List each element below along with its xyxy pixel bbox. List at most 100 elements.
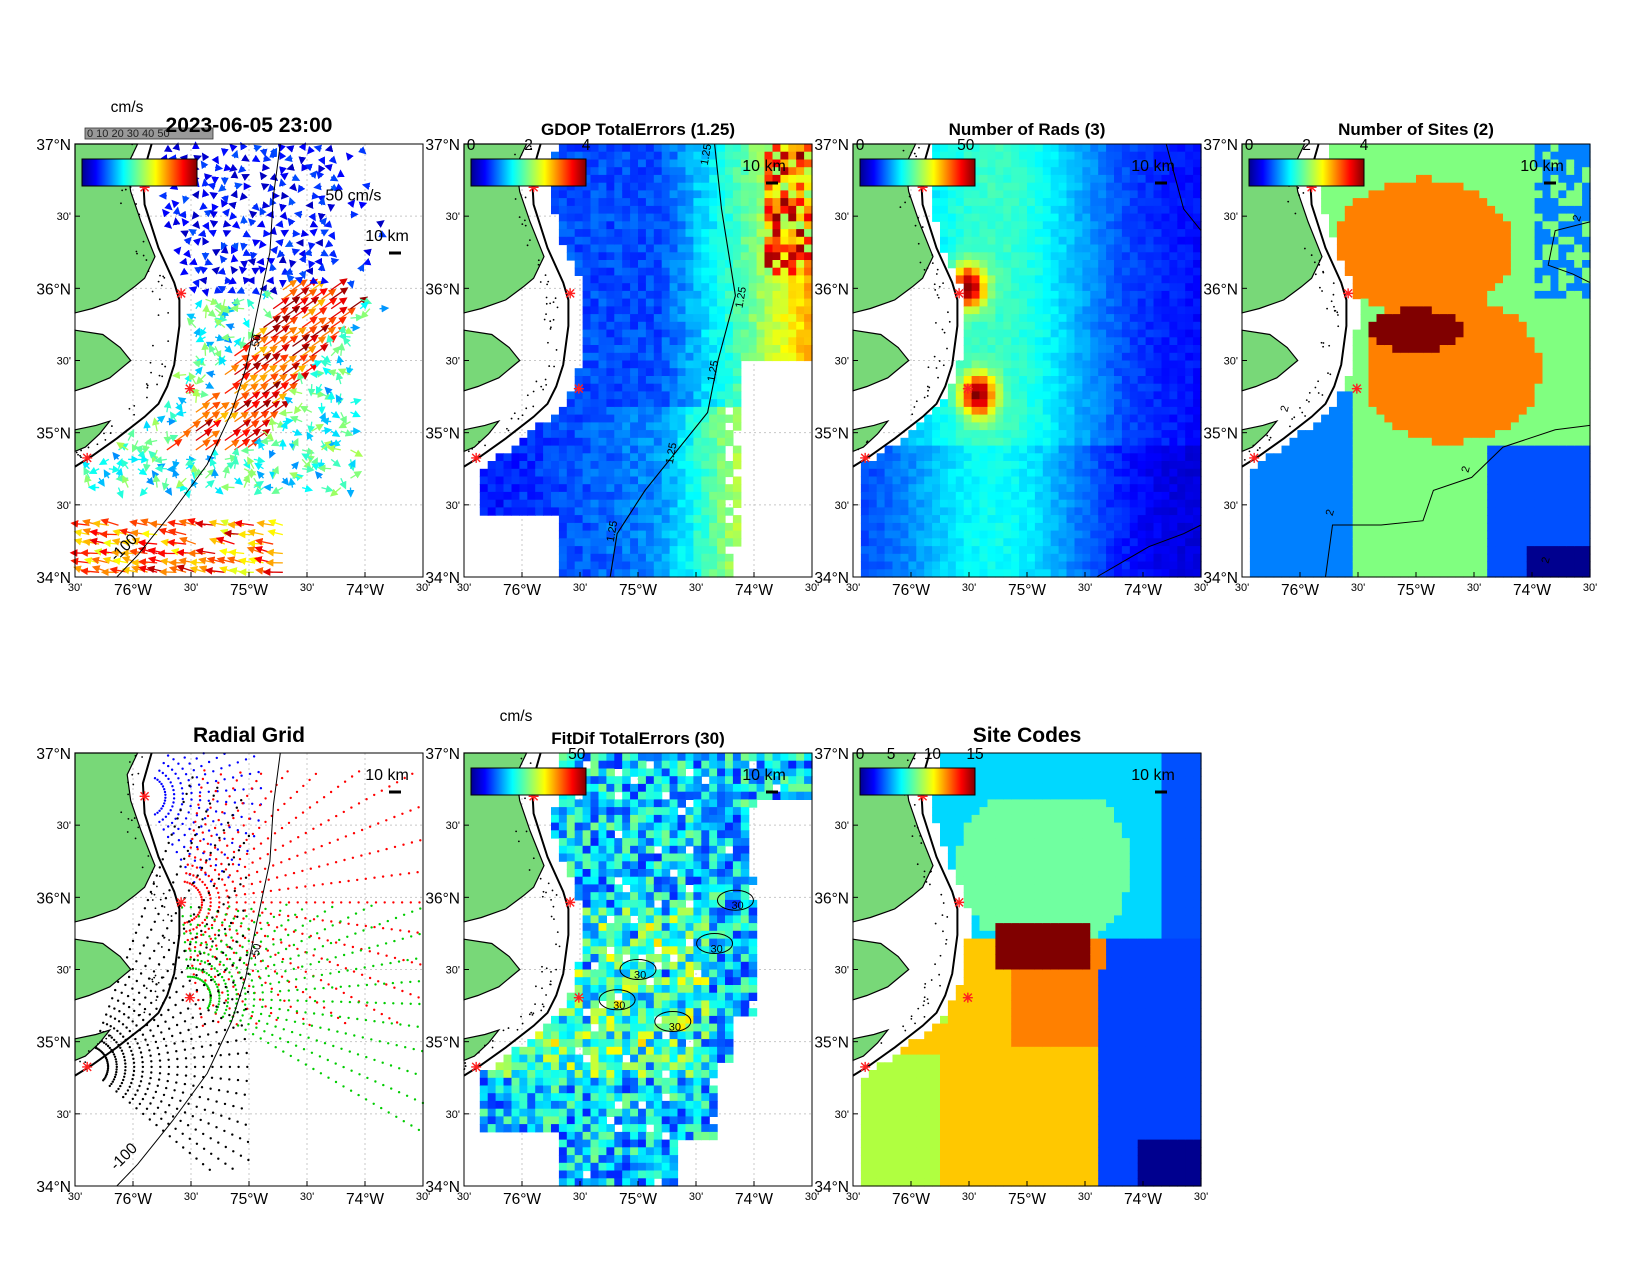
data-cell xyxy=(740,321,750,331)
data-cell xyxy=(1050,453,1060,462)
data-cell xyxy=(511,468,520,478)
data-cell xyxy=(701,530,710,539)
data-cell xyxy=(1257,530,1267,539)
data-cell xyxy=(1360,151,1370,160)
data-cell xyxy=(1145,198,1155,207)
data-cell xyxy=(1066,283,1075,292)
data-cell xyxy=(971,546,981,555)
data-cell xyxy=(1153,430,1162,439)
data-cell xyxy=(622,306,631,315)
data-cell xyxy=(709,159,718,168)
data-cell xyxy=(1177,399,1186,408)
data-cell xyxy=(1106,190,1115,199)
data-cell xyxy=(772,321,781,331)
data-cell xyxy=(1193,376,1202,385)
data-cell xyxy=(1050,422,1060,431)
data-cell xyxy=(598,267,607,276)
data-cell xyxy=(1027,461,1036,470)
data-cell xyxy=(971,205,981,215)
data-cell xyxy=(717,283,726,292)
data-cell xyxy=(701,198,710,207)
data-cell xyxy=(1177,174,1186,184)
colorbar-tick: 0 xyxy=(467,137,476,154)
current-vector xyxy=(205,297,219,306)
data-cell xyxy=(1074,205,1083,215)
current-vector xyxy=(253,400,272,413)
depth-contour xyxy=(116,143,281,578)
data-cell xyxy=(574,461,584,470)
data-cell xyxy=(1121,213,1131,222)
data-cell xyxy=(479,484,489,493)
data-cell xyxy=(1344,553,1354,563)
data-cell xyxy=(709,499,718,508)
current-vector xyxy=(152,417,160,432)
island-dot xyxy=(109,432,112,434)
data-cell xyxy=(1137,329,1147,338)
data-cell xyxy=(1098,522,1107,532)
data-cell xyxy=(677,337,686,346)
data-cell xyxy=(963,337,973,346)
data-cell xyxy=(614,538,623,547)
data-cell xyxy=(598,144,607,153)
data-cell xyxy=(614,499,623,508)
data-cell xyxy=(614,205,623,215)
data-cell xyxy=(606,553,615,563)
data-cell xyxy=(1153,174,1162,184)
data-cell xyxy=(709,252,718,261)
data-cell xyxy=(1121,290,1131,300)
data-cell xyxy=(1106,182,1115,191)
data-cell xyxy=(940,151,949,160)
lat-tick-label: 30' xyxy=(57,356,71,368)
data-cell xyxy=(1066,345,1075,354)
data-cell xyxy=(1336,461,1346,470)
current-vector xyxy=(217,267,226,275)
data-cell xyxy=(963,244,973,253)
data-cell xyxy=(796,229,805,238)
data-cell xyxy=(772,345,781,354)
data-cell xyxy=(987,182,996,191)
data-cell xyxy=(995,546,1004,555)
data-cell xyxy=(1074,321,1083,331)
data-cell xyxy=(669,422,679,431)
data-cell xyxy=(1145,515,1155,524)
current-vector xyxy=(302,465,315,474)
data-cell xyxy=(1169,298,1178,307)
data-cell xyxy=(995,461,1004,470)
lat-tick-label: 34°N xyxy=(36,570,71,587)
current-vector xyxy=(330,458,341,468)
data-cell xyxy=(987,221,996,230)
data-cell xyxy=(1313,461,1322,470)
data-cell xyxy=(622,345,631,354)
data-cell xyxy=(1297,553,1306,563)
land-area xyxy=(852,329,910,392)
data-cell xyxy=(574,445,584,454)
data-cell xyxy=(987,306,996,315)
data-cell xyxy=(971,445,981,454)
data-cell xyxy=(932,515,941,524)
data-cell xyxy=(1273,507,1283,516)
current-vector xyxy=(306,431,314,441)
data-cell xyxy=(598,468,607,478)
data-cell xyxy=(566,507,576,516)
data-cell xyxy=(717,144,726,153)
data-cell xyxy=(1329,406,1338,416)
current-vector xyxy=(192,360,206,368)
data-cell xyxy=(1281,445,1290,454)
data-cell xyxy=(717,553,726,563)
data-cell xyxy=(1034,522,1044,532)
data-cell xyxy=(1034,553,1044,563)
current-vector xyxy=(282,326,298,338)
current-vector xyxy=(247,528,264,537)
data-cell xyxy=(1249,491,1259,501)
data-cell xyxy=(645,376,655,385)
current-vector xyxy=(263,335,279,347)
current-vector xyxy=(238,266,248,275)
data-cell xyxy=(558,561,568,570)
data-cell xyxy=(1193,321,1202,331)
current-vector xyxy=(151,470,160,479)
data-cell xyxy=(606,174,615,184)
data-cell xyxy=(804,283,813,292)
data-cell xyxy=(709,383,718,392)
current-vector xyxy=(173,246,182,256)
data-cell xyxy=(932,553,941,563)
